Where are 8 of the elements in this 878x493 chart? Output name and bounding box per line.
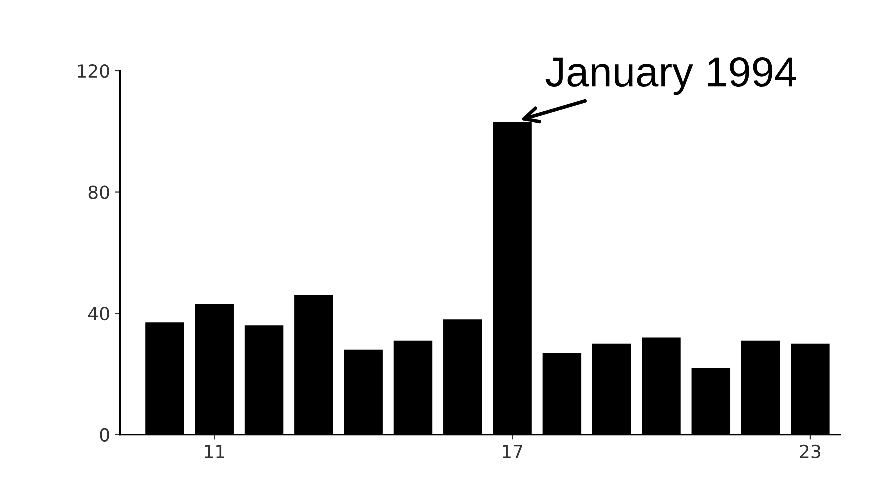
y-tick-label: 0 <box>100 428 110 442</box>
y-tick-label: 40 <box>88 307 110 321</box>
x-tick-label: 23 <box>800 444 820 459</box>
x-tick-label: 17 <box>503 445 522 458</box>
x-tick-label: 11 <box>205 445 224 458</box>
annotation: January 1994 <box>546 58 796 96</box>
y-tick-label: 80 <box>88 186 110 200</box>
y-tick-label: 120 <box>78 64 110 78</box>
